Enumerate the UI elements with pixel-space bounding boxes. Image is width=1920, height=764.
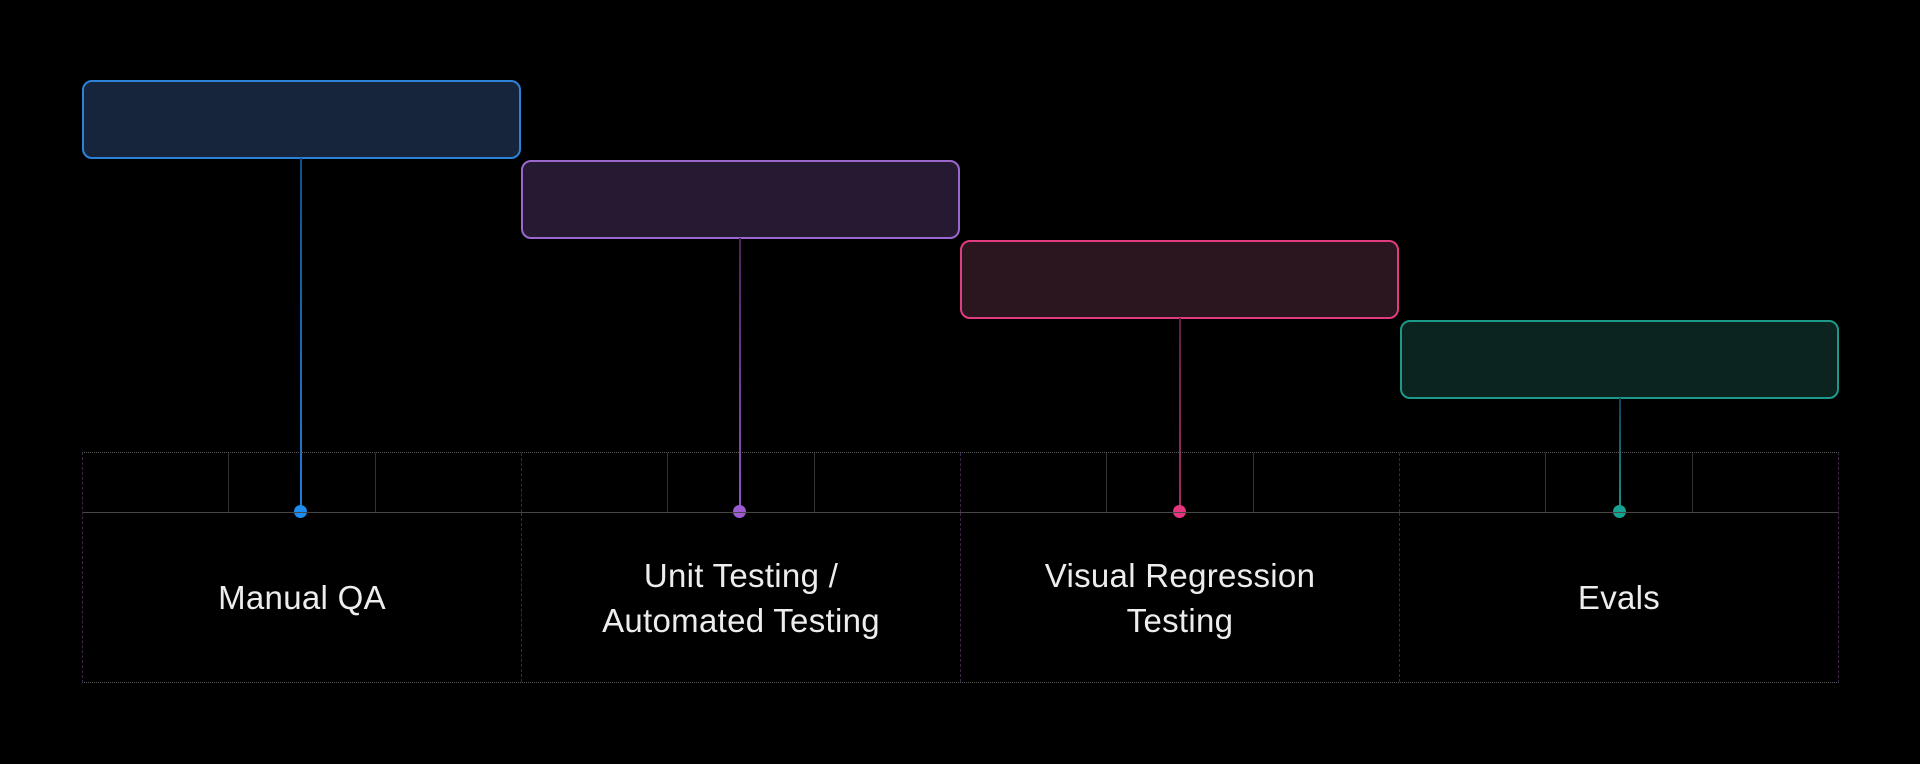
label-line: Unit Testing /	[643, 556, 839, 594]
label-visual-regression-testing: Visual Regression Testing	[960, 513, 1399, 682]
timeline-dot-evals	[1613, 505, 1626, 518]
label-line: Evals	[1577, 579, 1661, 616]
grid-cell	[1691, 453, 1838, 512]
grid-cell	[83, 453, 228, 512]
connector-line-visual-regression-testing	[1179, 318, 1181, 512]
grid-cell	[1545, 453, 1691, 512]
grid-section-unit-automated-testing	[521, 453, 960, 512]
label-evals: Evals	[1399, 513, 1838, 682]
grid-section-evals	[1399, 453, 1838, 512]
grid-label-row: Manual QA Unit Testing / Automated Testi…	[83, 513, 1838, 682]
label-line: Visual Regression	[1044, 556, 1316, 594]
timeline-dot-manual-qa	[294, 505, 307, 518]
grid-cell	[374, 453, 521, 512]
grid-cell	[1400, 453, 1545, 512]
label-line: Testing	[1126, 601, 1234, 639]
grid-top-row	[83, 453, 1838, 513]
grid-section-manual-qa	[83, 453, 521, 512]
label-line: Automated Testing	[602, 601, 880, 639]
label-unit-automated-testing: Unit Testing / Automated Testing	[521, 513, 960, 682]
grid-cell	[1252, 453, 1399, 512]
label-line: Manual QA	[218, 579, 386, 616]
connector-line-manual-qa	[300, 158, 302, 512]
grid-cell	[522, 453, 667, 512]
grid-cell	[228, 453, 374, 512]
box-manual-qa	[82, 80, 521, 159]
box-unit-automated-testing	[521, 160, 960, 239]
grid-section-visual-regression-testing	[960, 453, 1399, 512]
grid-cell	[1106, 453, 1252, 512]
label-manual-qa: Manual QA	[83, 513, 521, 682]
connector-line-evals	[1619, 398, 1621, 512]
timeline-dot-unit-automated-testing	[733, 505, 746, 518]
box-evals	[1400, 320, 1839, 399]
connector-line-unit-automated-testing	[739, 238, 741, 512]
box-visual-regression-testing	[960, 240, 1399, 319]
grid-cell	[813, 453, 960, 512]
grid-cell	[667, 453, 813, 512]
grid-cell	[961, 453, 1106, 512]
timeline-grid: Manual QA Unit Testing / Automated Testi…	[82, 452, 1839, 683]
timeline-dot-visual-regression-testing	[1173, 505, 1186, 518]
